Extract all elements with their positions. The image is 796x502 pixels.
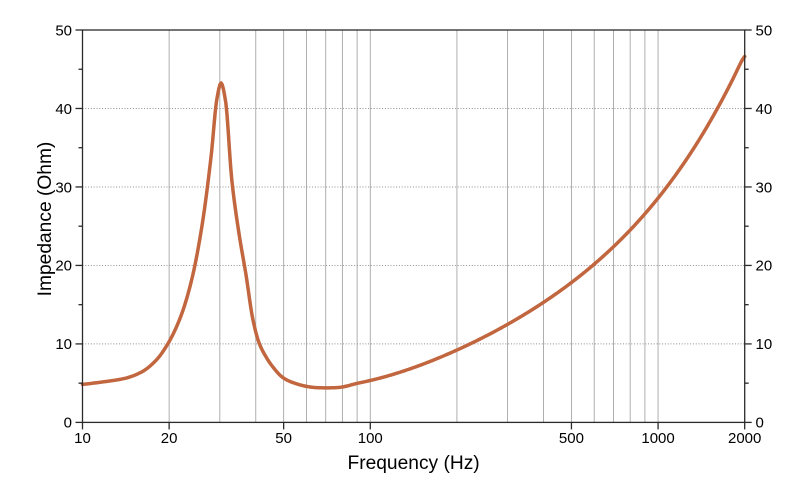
svg-text:30: 30 [55,179,72,196]
svg-text:Impedance (Ohm): Impedance (Ohm) [35,142,56,297]
svg-text:50: 50 [756,22,773,39]
svg-text:20: 20 [756,258,773,275]
svg-text:10: 10 [55,336,72,353]
svg-text:20: 20 [161,430,178,447]
svg-text:500: 500 [559,430,584,447]
svg-text:0: 0 [756,415,764,432]
svg-text:40: 40 [55,101,72,118]
svg-text:100: 100 [358,430,383,447]
svg-text:10: 10 [74,430,91,447]
svg-text:1000: 1000 [641,430,674,447]
svg-text:Frequency (Hz): Frequency (Hz) [347,453,479,474]
svg-text:20: 20 [55,258,72,275]
svg-text:0: 0 [64,415,72,432]
svg-text:40: 40 [756,101,773,118]
svg-text:30: 30 [756,179,773,196]
svg-text:50: 50 [55,22,72,39]
svg-text:50: 50 [275,430,292,447]
svg-text:10: 10 [756,336,773,353]
svg-text:2000: 2000 [728,430,761,447]
